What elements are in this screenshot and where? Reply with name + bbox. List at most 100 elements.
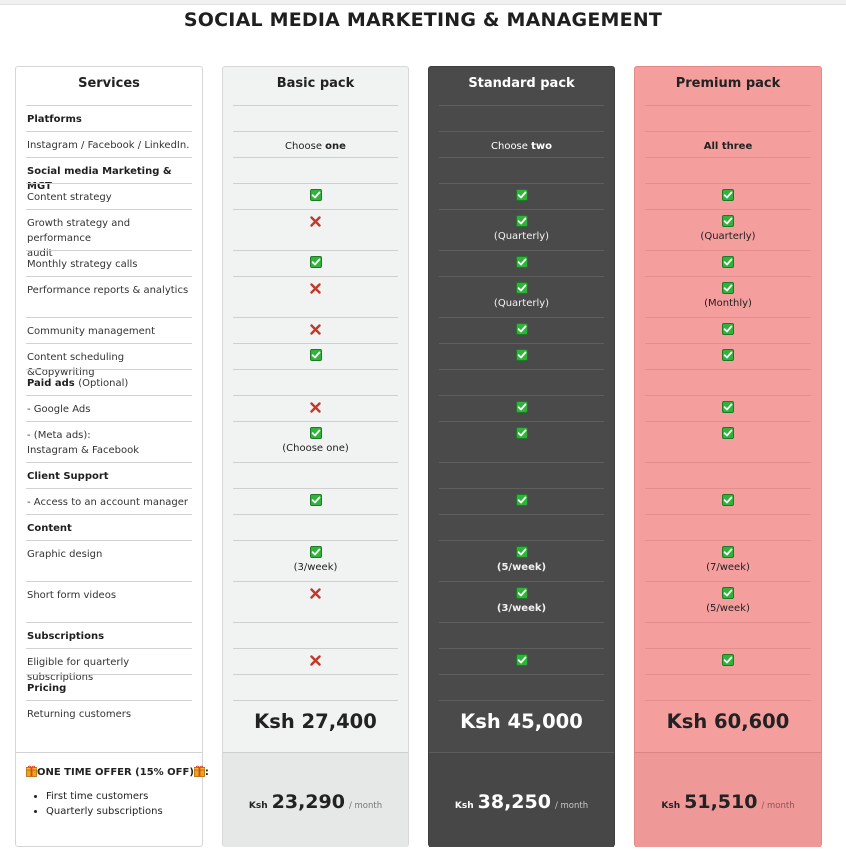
premium-perf-reports: (Monthly) <box>645 276 811 317</box>
content-label: Content <box>27 523 72 534</box>
client-support-label: Client Support <box>27 471 109 482</box>
check-icon <box>645 427 811 441</box>
check-icon <box>439 189 604 203</box>
service-account-manager: - Access to an account manager <box>26 488 192 514</box>
standard-graphic-note: (5/week) <box>496 562 547 573</box>
premium-short-videos: (5/week) <box>645 581 811 622</box>
service-growth-strategy: Growth strategy and performance audit <box>26 209 192 259</box>
google-ads-label: - Google Ads <box>27 404 91 415</box>
service-meta-ads: - (Meta ads): Instagram & Facebook <box>26 421 192 462</box>
premium-account-manager <box>645 488 811 514</box>
check-icon <box>233 189 398 203</box>
basic-row-subscriptions <box>233 622 398 648</box>
premium-offer-currency: Ksh <box>661 801 681 811</box>
basic-growth <box>233 209 398 250</box>
basic-pack-column: Basic pack Choose one (Choose one) (3/we… <box>222 66 409 847</box>
standard-perf-note: (Quarterly) <box>493 298 550 309</box>
premium-row-platforms <box>645 105 811 131</box>
basic-quarterly <box>233 648 398 674</box>
cross-icon <box>233 215 398 229</box>
premium-community <box>645 317 811 343</box>
check-icon <box>645 215 811 229</box>
standard-content-strategy <box>439 183 604 209</box>
cross-icon <box>233 282 398 296</box>
basic-choice-bold: one <box>325 141 346 152</box>
premium-pack-header: Premium pack <box>675 76 781 91</box>
graphic-design-label: Graphic design <box>27 549 103 560</box>
check-icon <box>439 323 604 337</box>
check-icon <box>233 256 398 270</box>
basic-offer-amount: 23,290 <box>271 791 345 813</box>
check-icon <box>645 401 811 415</box>
premium-scheduling <box>645 343 811 369</box>
basic-pack-header: Basic pack <box>276 76 355 91</box>
top-divider <box>0 0 846 5</box>
standard-pack-header: Standard pack <box>468 76 575 91</box>
basic-content-strategy <box>233 183 398 209</box>
premium-row-content <box>645 514 811 540</box>
platform-list-label: Instagram / Facebook / LinkedIn. <box>27 140 190 151</box>
premium-row-pricing <box>645 674 811 700</box>
check-icon <box>439 654 604 668</box>
basic-row-paid-ads <box>233 369 398 395</box>
premium-row-paid-ads <box>645 369 811 395</box>
offer-item: Quarterly subscriptions <box>46 804 163 819</box>
basic-community <box>233 317 398 343</box>
basic-google-ads <box>233 395 398 421</box>
content-strategy-label: Content strategy <box>27 192 112 203</box>
standard-offer-currency: Ksh <box>454 801 474 811</box>
service-short-videos: Short form videos <box>26 581 192 622</box>
growth-label-line2: audit <box>27 248 53 259</box>
short-videos-label: Short form videos <box>27 590 117 601</box>
basic-offer-currency: Ksh <box>248 801 268 811</box>
premium-row-client-support <box>645 462 811 488</box>
standard-short-videos: (3/week) <box>439 581 604 622</box>
basic-graphic-note: (3/week) <box>293 562 338 573</box>
standard-row-subscriptions <box>439 622 604 648</box>
service-platform-list: Instagram / Facebook / LinkedIn. <box>26 131 192 157</box>
basic-row-platforms <box>233 105 398 131</box>
basic-short-videos <box>233 581 398 622</box>
check-icon <box>645 654 811 668</box>
basic-row-client-support <box>233 462 398 488</box>
subscriptions-label: Subscriptions <box>27 631 105 642</box>
basic-scheduling <box>233 343 398 369</box>
section-platforms: Platforms <box>26 105 192 131</box>
cross-icon <box>233 654 398 668</box>
basic-row-divider <box>233 700 398 701</box>
services-column: Services Platforms Instagram / Facebook … <box>15 66 209 847</box>
perf-reports-label: Performance reports & analytics <box>27 285 189 296</box>
standard-row-client-support <box>439 462 604 488</box>
standard-graphic-design: (5/week) <box>439 540 604 581</box>
cross-icon <box>233 401 398 415</box>
basic-offer-per: / month <box>348 801 383 811</box>
standard-price: Ksh 45,000 <box>460 710 583 733</box>
premium-quarterly <box>645 648 811 674</box>
check-icon <box>439 494 604 508</box>
premium-graphic-note: (7/week) <box>706 562 750 573</box>
check-icon <box>439 587 604 601</box>
standard-quarterly <box>439 648 604 674</box>
premium-growth: (Quarterly) <box>645 209 811 250</box>
check-icon <box>233 349 398 363</box>
standard-meta-ads <box>439 421 604 462</box>
standard-account-manager <box>439 488 604 514</box>
standard-platform-choice: Choose two <box>439 131 604 157</box>
returning-label: Returning customers <box>27 709 132 720</box>
service-quarterly: Eligible for quarterly subscriptions <box>26 648 192 683</box>
premium-row-subscriptions <box>645 622 811 648</box>
monthly-calls-label: Monthly strategy calls <box>27 259 138 270</box>
section-pricing: Pricing <box>26 674 192 700</box>
service-monthly-calls: Monthly strategy calls <box>26 250 192 276</box>
service-community: Community management <box>26 317 192 343</box>
section-content: Content <box>26 514 192 540</box>
offer-title-text: ONE TIME OFFER (15% OFF) <box>37 767 194 778</box>
basic-account-manager <box>233 488 398 514</box>
premium-perf-note: (Monthly) <box>704 298 752 309</box>
premium-meta-ads <box>645 421 811 462</box>
premium-row-divider <box>645 700 811 701</box>
check-icon <box>439 349 604 363</box>
offer-item: First time customers <box>46 789 163 804</box>
premium-pack-column: Premium pack All three (Quarterly) (Mont… <box>634 66 822 847</box>
standard-offer-per: / month <box>554 801 589 811</box>
